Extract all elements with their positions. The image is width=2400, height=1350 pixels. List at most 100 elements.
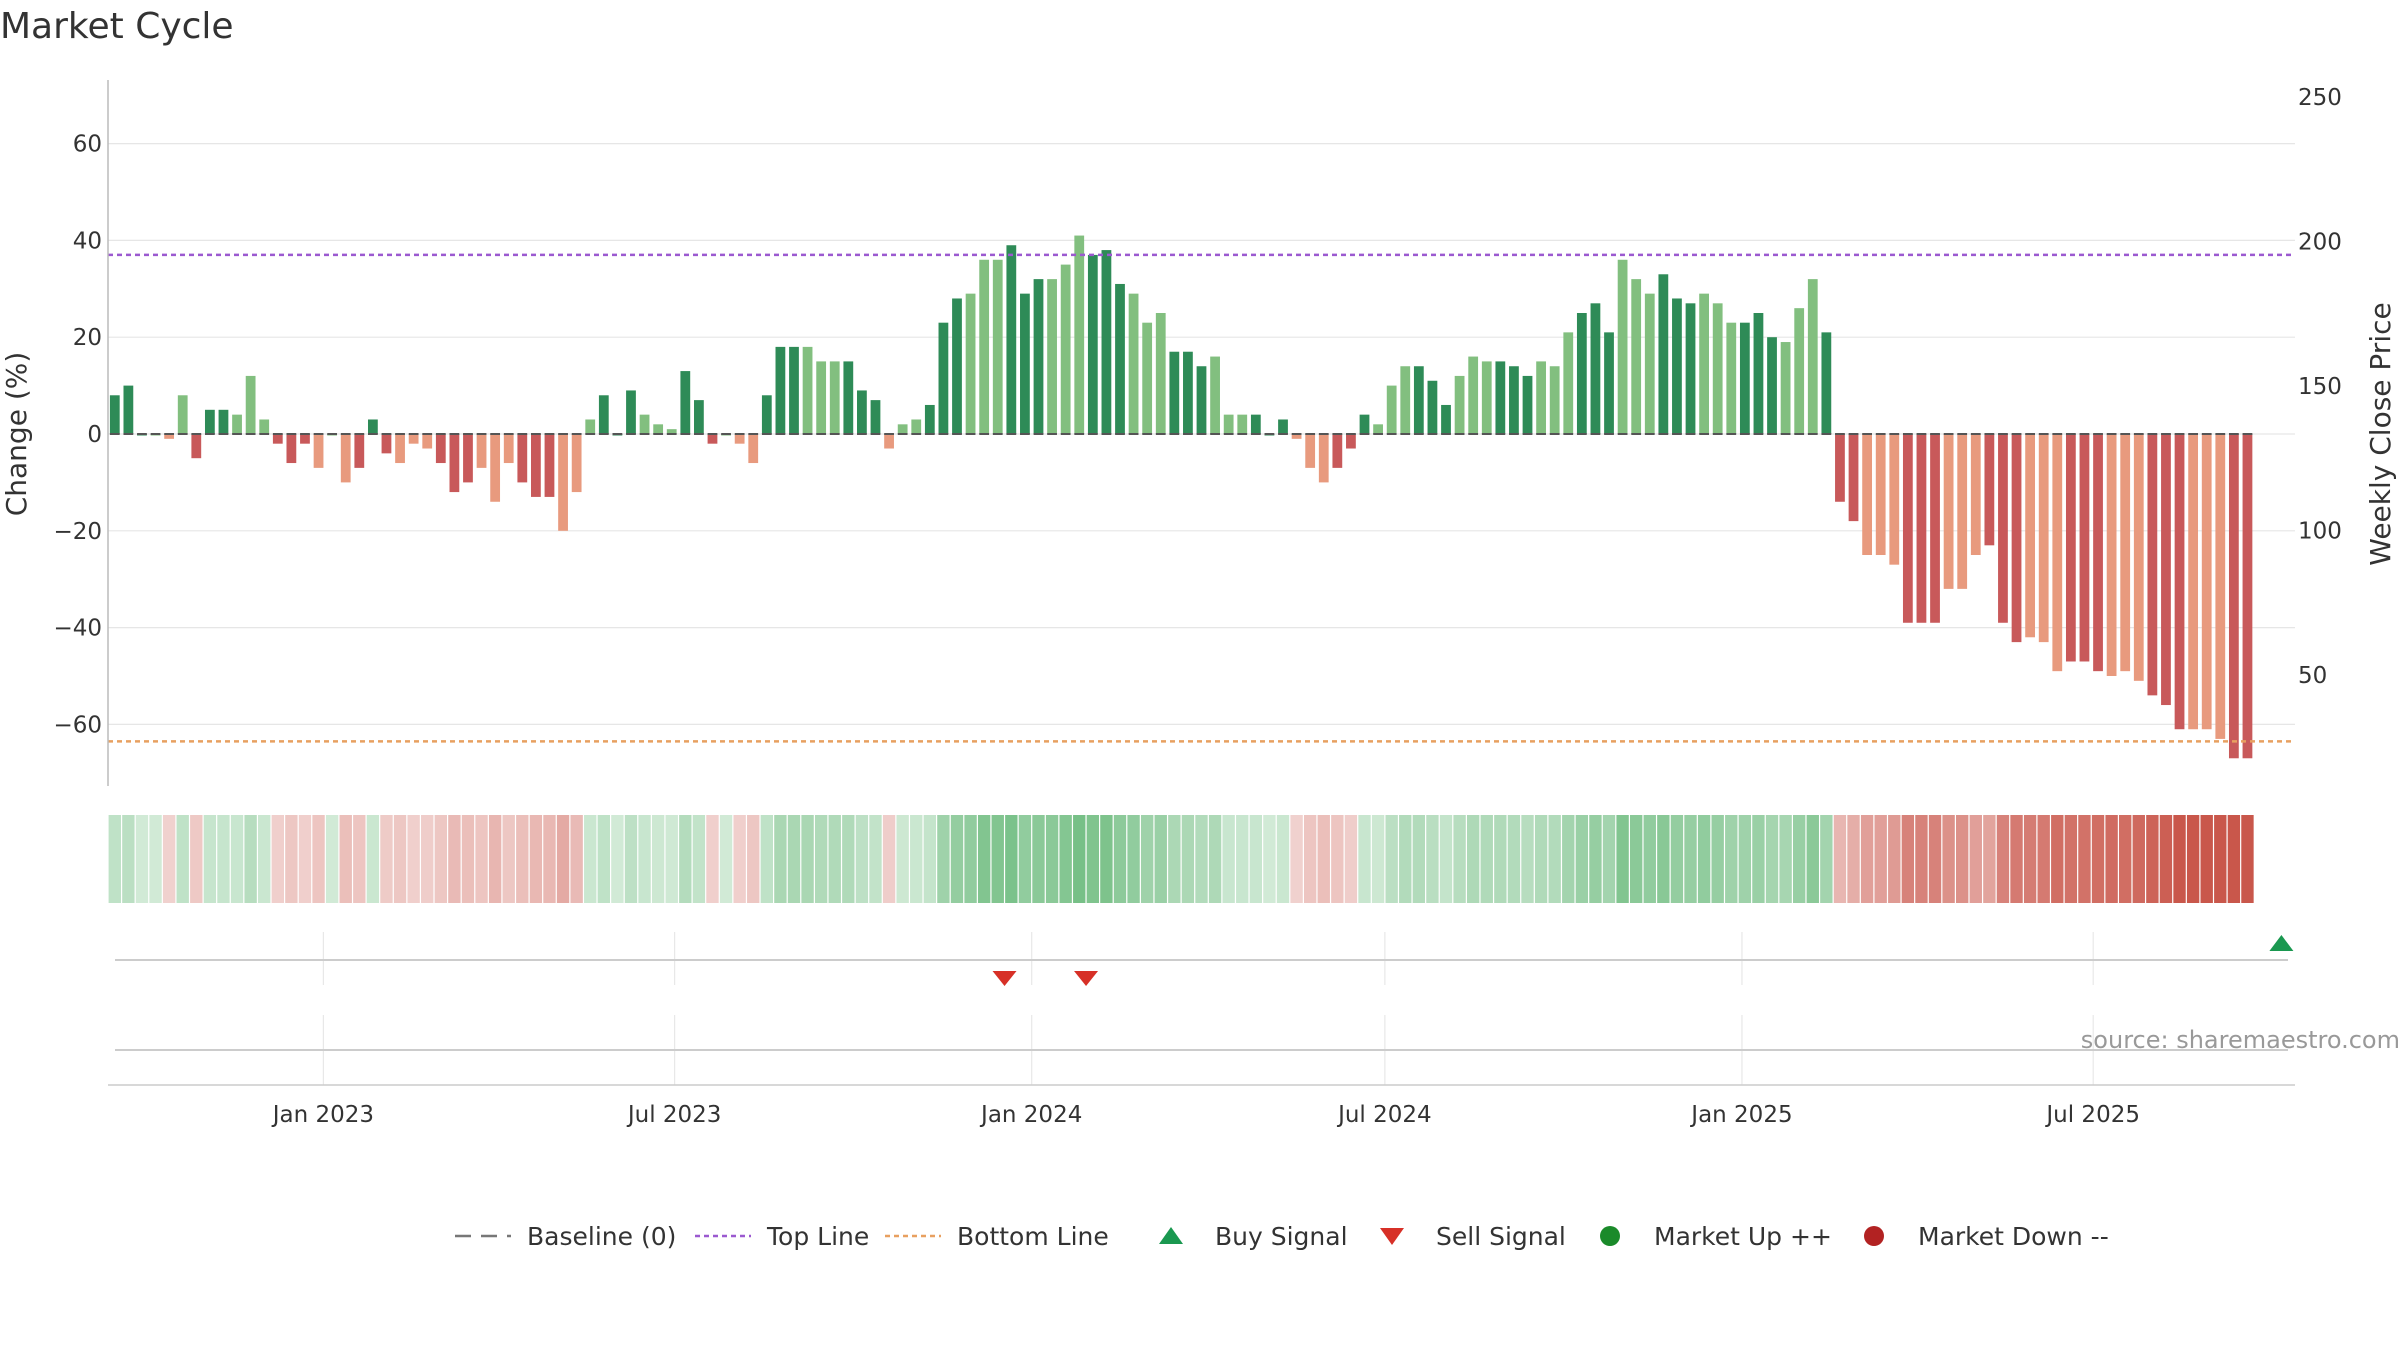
bar <box>2038 434 2049 643</box>
bar <box>734 434 745 444</box>
bar-baseline-tick <box>1101 433 1112 435</box>
bar <box>1767 337 1777 434</box>
heat-cell <box>2132 815 2145 903</box>
bar <box>1875 434 1886 555</box>
bar-baseline-tick <box>802 433 813 435</box>
legend-symbol <box>1380 1228 1404 1245</box>
bar <box>1413 366 1424 434</box>
heat-cell <box>244 815 257 903</box>
bar <box>1848 434 1859 522</box>
heat-cell <box>2227 815 2241 903</box>
heat-cell <box>122 815 135 903</box>
y-tick-label: −60 <box>53 712 102 738</box>
heat-cell <box>1507 815 1521 903</box>
bar-baseline-tick <box>531 433 541 435</box>
bar <box>204 409 215 434</box>
bar <box>1889 434 1900 565</box>
bar <box>272 434 283 444</box>
bar-baseline-tick <box>1074 433 1085 435</box>
bar-baseline-tick <box>857 433 867 435</box>
bar <box>1739 322 1750 434</box>
bar <box>2161 434 2171 706</box>
heat-cell <box>516 815 529 903</box>
bar <box>1943 434 1954 589</box>
bar-baseline-tick <box>1604 433 1614 435</box>
y-tick-label: 40 <box>73 228 102 254</box>
bar <box>1916 434 1927 623</box>
bar <box>2093 434 2103 672</box>
legend: Baseline (0) Top Line Bottom Line Buy Signa… <box>455 1222 2109 1251</box>
bar <box>1033 279 1044 434</box>
y-tick-label: 20 <box>73 325 102 351</box>
bar-baseline-tick <box>585 433 596 435</box>
bar <box>395 434 405 464</box>
bar <box>2147 434 2158 696</box>
heat-cell <box>1208 815 1222 903</box>
bar-baseline-tick <box>340 433 351 435</box>
heat-cell <box>2105 815 2118 903</box>
bar-baseline-tick <box>2174 433 2185 435</box>
bar-baseline-tick <box>1087 433 1098 435</box>
heat-cell <box>1847 815 1860 903</box>
bar-baseline-tick <box>748 433 759 435</box>
y-axis-title: Change (%) <box>0 352 33 517</box>
heat-cell <box>1657 815 1670 903</box>
heat-cell <box>1399 815 1412 903</box>
bar <box>1902 434 1913 623</box>
heat-cell <box>217 815 230 903</box>
heat-cell <box>624 815 638 903</box>
bar-baseline-tick <box>1821 433 1832 435</box>
bar <box>666 429 677 434</box>
heat-cell <box>747 815 760 903</box>
heat-cell <box>1059 815 1072 903</box>
heat-cell <box>570 815 583 903</box>
bar <box>1970 434 1981 555</box>
bar-baseline-tick <box>2079 433 2090 435</box>
bar-baseline-tick <box>1481 433 1492 435</box>
bar <box>1685 303 1696 434</box>
bar <box>707 434 718 444</box>
bar-baseline-tick <box>1739 433 1750 435</box>
bar-baseline-tick <box>517 433 528 435</box>
bar-baseline-tick <box>1753 433 1764 435</box>
bar-baseline-tick <box>1250 433 1261 435</box>
bar-baseline-tick <box>1128 433 1139 435</box>
heat-cell <box>1045 815 1059 903</box>
bar-baseline-tick <box>1495 433 1506 435</box>
bar <box>1427 380 1438 434</box>
bar-baseline-tick <box>1916 433 1927 435</box>
heat-cell <box>1860 815 1874 903</box>
bar-baseline-tick <box>150 433 161 435</box>
secondary-y-axis-title: Weekly Close Price <box>2364 302 2397 565</box>
heat-cell <box>814 815 828 903</box>
x-tick-label: Jan 2025 <box>1689 1102 1792 1128</box>
heat-cell <box>638 815 651 903</box>
bar <box>300 434 310 444</box>
heat-cell <box>366 815 380 903</box>
bar-baseline-tick <box>1848 433 1859 435</box>
bar <box>1957 434 1968 589</box>
heat-cell <box>1602 815 1616 903</box>
bar-baseline-tick <box>2052 433 2063 435</box>
bar <box>1576 313 1587 434</box>
bar-baseline-tick <box>816 433 827 435</box>
heat-cell <box>597 815 611 903</box>
sell-signal-marker <box>992 971 1017 986</box>
bar <box>1047 279 1057 434</box>
heat-cell <box>692 815 706 903</box>
legend-symbol <box>1159 1227 1183 1244</box>
bar-baseline-tick <box>1712 433 1723 435</box>
bar <box>544 434 555 497</box>
bar-baseline-tick <box>1020 433 1030 435</box>
bar <box>2106 434 2117 676</box>
bar <box>1549 366 1560 434</box>
heat-cell <box>1616 815 1629 903</box>
bar-baseline-tick <box>1223 433 1234 435</box>
bar-baseline-tick <box>558 433 568 435</box>
bar-baseline-tick <box>979 433 990 435</box>
bar-baseline-tick <box>1889 433 1900 435</box>
bar-baseline-tick <box>435 433 446 435</box>
bar-baseline-tick <box>245 433 256 435</box>
bar <box>965 293 976 434</box>
bar <box>884 434 894 449</box>
